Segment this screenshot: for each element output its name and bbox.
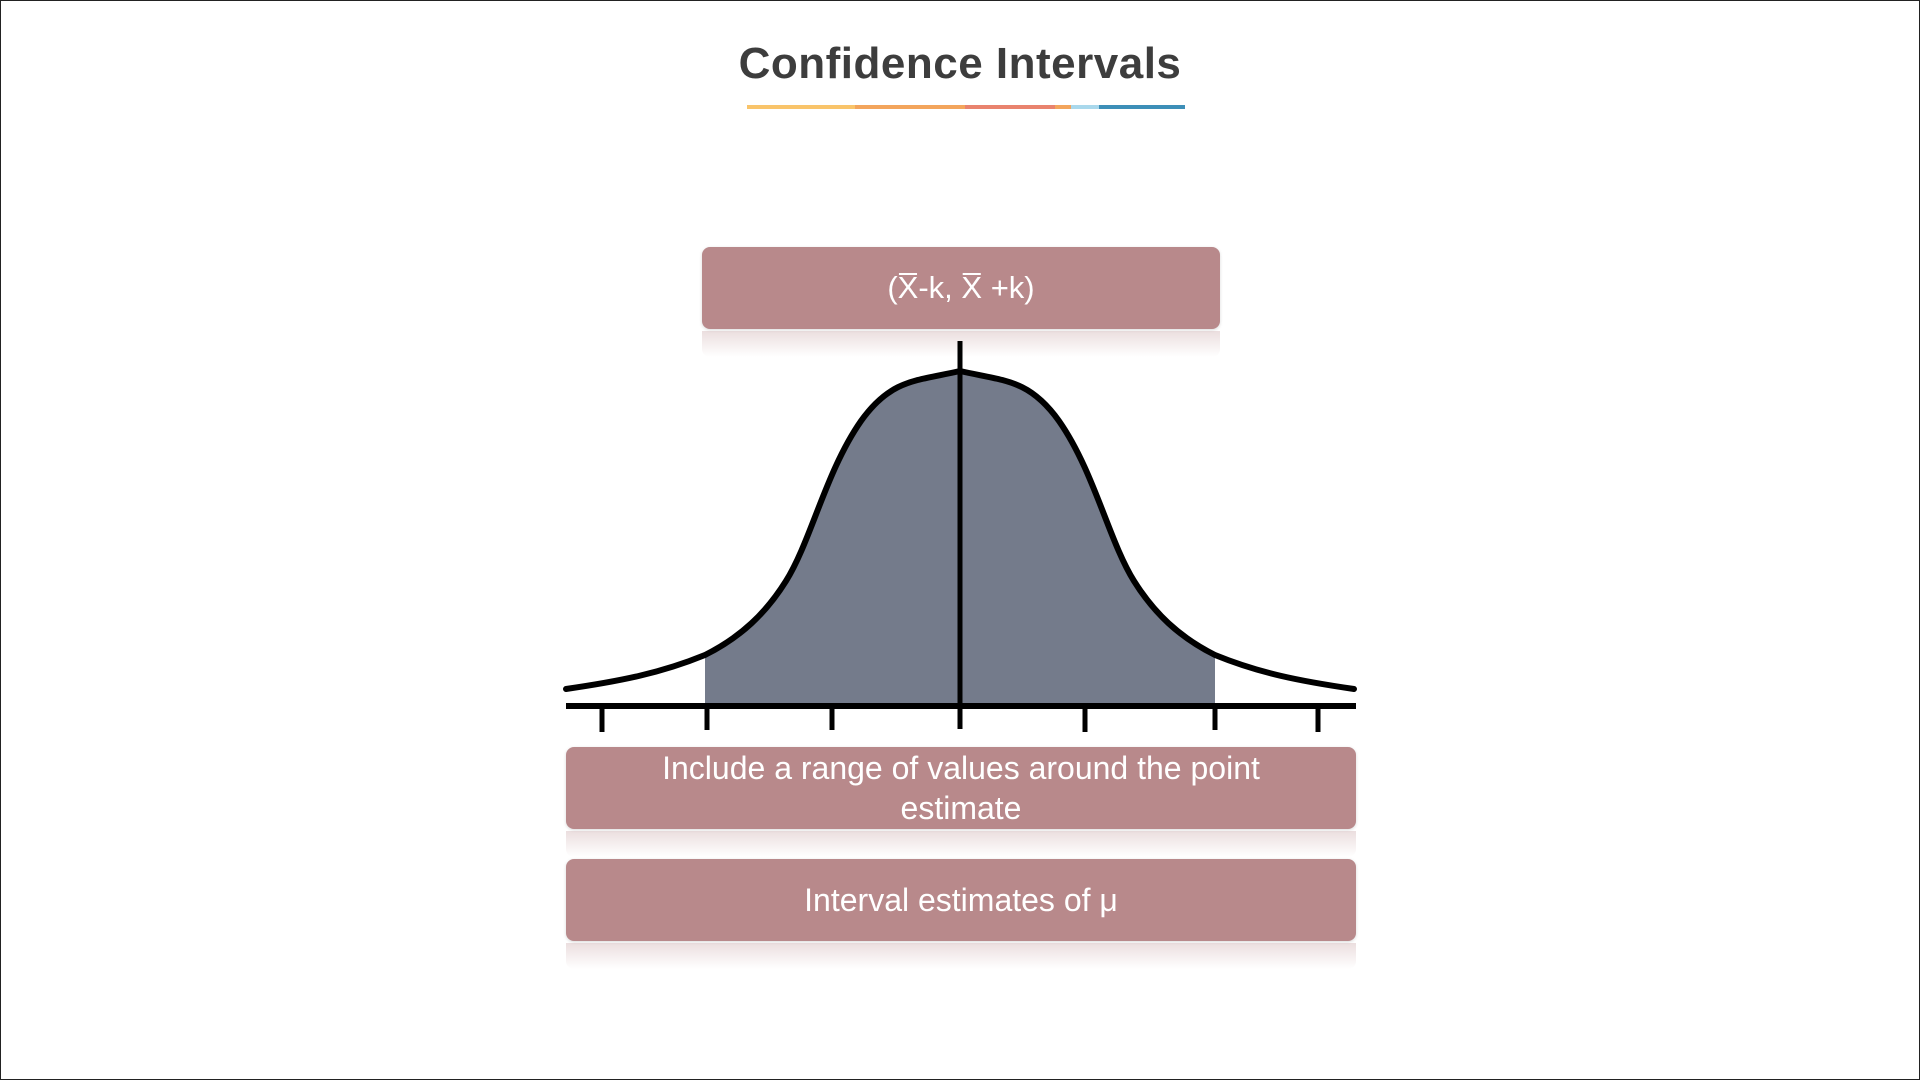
underline-segment xyxy=(747,105,855,109)
interval-formula-box: (X̅-k, X̅ +k) xyxy=(702,247,1220,329)
description-box: Include a range of values around the poi… xyxy=(566,747,1356,829)
description-reflection xyxy=(566,831,1356,857)
description-text: Include a range of values around the poi… xyxy=(662,750,1260,826)
underline-segment xyxy=(965,105,1055,109)
title-underline xyxy=(747,105,1185,109)
interval-estimates-text: Interval estimates of μ xyxy=(804,881,1118,918)
interval-estimates-reflection xyxy=(566,943,1356,969)
interval-estimates-box: Interval estimates of μ xyxy=(566,859,1356,941)
underline-segment xyxy=(1055,105,1071,109)
underline-segment xyxy=(1099,105,1185,109)
underline-segment xyxy=(1071,105,1099,109)
underline-segment xyxy=(855,105,965,109)
interval-formula-text: (X̅-k, X̅ +k) xyxy=(887,270,1035,305)
slide-title: Confidence Intervals xyxy=(738,39,1182,88)
